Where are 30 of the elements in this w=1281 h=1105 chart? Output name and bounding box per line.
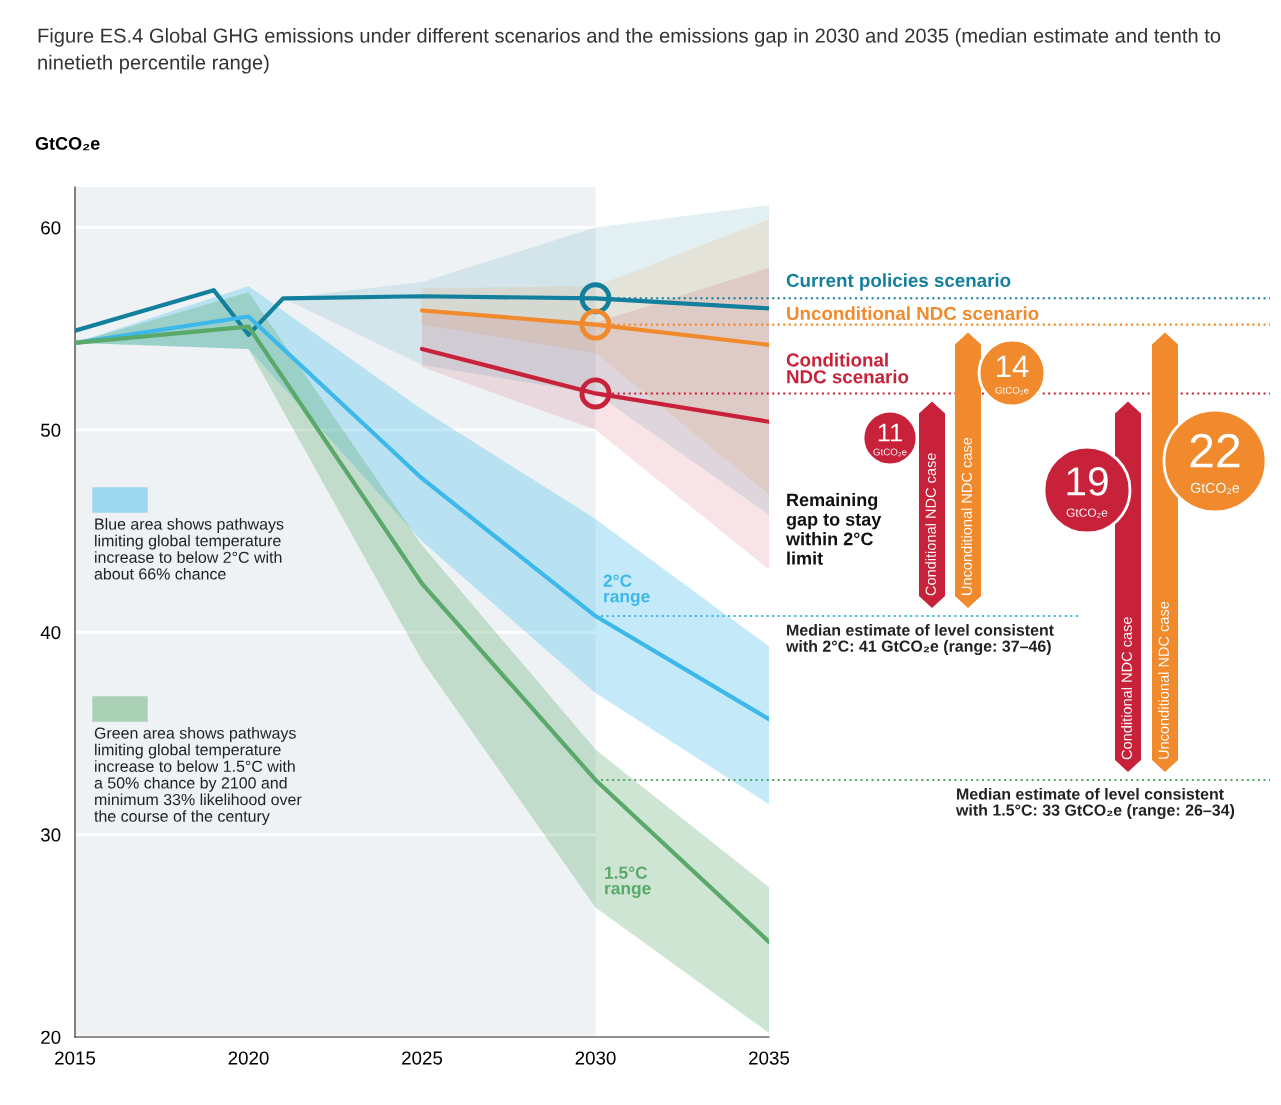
text: 14 GtCO₂e — [995, 355, 1029, 395]
x-tick-label: 2035 — [749, 1051, 790, 1065]
y-tick-label: 40 — [40, 625, 61, 640]
text: 11 GtCO₂e — [873, 423, 907, 457]
annotation: Green area shows pathways limiting global temperature increase to below 1.5°C with a 50% chance by 2100 and minimum 33% likelihood over the course of the century — [94, 727, 302, 826]
x-tick-label: 2020 — [228, 1051, 269, 1065]
series-label: 1.5°C range — [605, 866, 651, 898]
y-tick-label: 20 — [41, 1030, 61, 1044]
text: Conditional NDC case — [925, 453, 936, 596]
y-tick-label: 60 — [41, 221, 61, 235]
y-axis-title: GtCO₂e — [35, 137, 100, 151]
text: Unconditional NDC case — [961, 437, 972, 595]
y-tick-label: 50 — [41, 423, 61, 437]
series-label: Current policies scenario — [786, 273, 1011, 291]
ref-line-label: Median estimate of level consistent with 2°C: 41 GtCO₂e (range: 37–46) — [785, 624, 1054, 656]
x-tick-label: 2015 — [55, 1051, 96, 1065]
text: Conditional NDC case — [1121, 617, 1132, 760]
text: Remaining gap to stay within 2°C limit — [785, 493, 882, 565]
text: Conditional NDC scenario — [786, 352, 909, 384]
text: 22 GtCO₂e — [1190, 433, 1240, 494]
ref-line-label: Median estimate of level consistent with 1.5°C: 33 GtCO₂e (range: 26–34) — [955, 787, 1235, 819]
series-label: 2°C range — [603, 574, 650, 606]
text: 19 GtCO₂e — [1066, 466, 1108, 518]
x-tick-label: 2025 — [402, 1051, 443, 1065]
chart-title: Figure ES.4 Global GHG emissions under different scenarios and the emissions gap in 2030 and 2035 (median estimate and tenth to ninetieth percentile range) — [38, 28, 1221, 74]
text: Unconditional NDC case — [1158, 601, 1169, 759]
y-tick-label: 30 — [40, 828, 61, 842]
annotation: Blue area shows pathways limiting global temperature increase to below 2°C with about 66% chance — [94, 518, 284, 580]
series-label: Unconditional NDC scenario — [787, 306, 1039, 321]
x-tick-label: 2030 — [575, 1051, 616, 1065]
